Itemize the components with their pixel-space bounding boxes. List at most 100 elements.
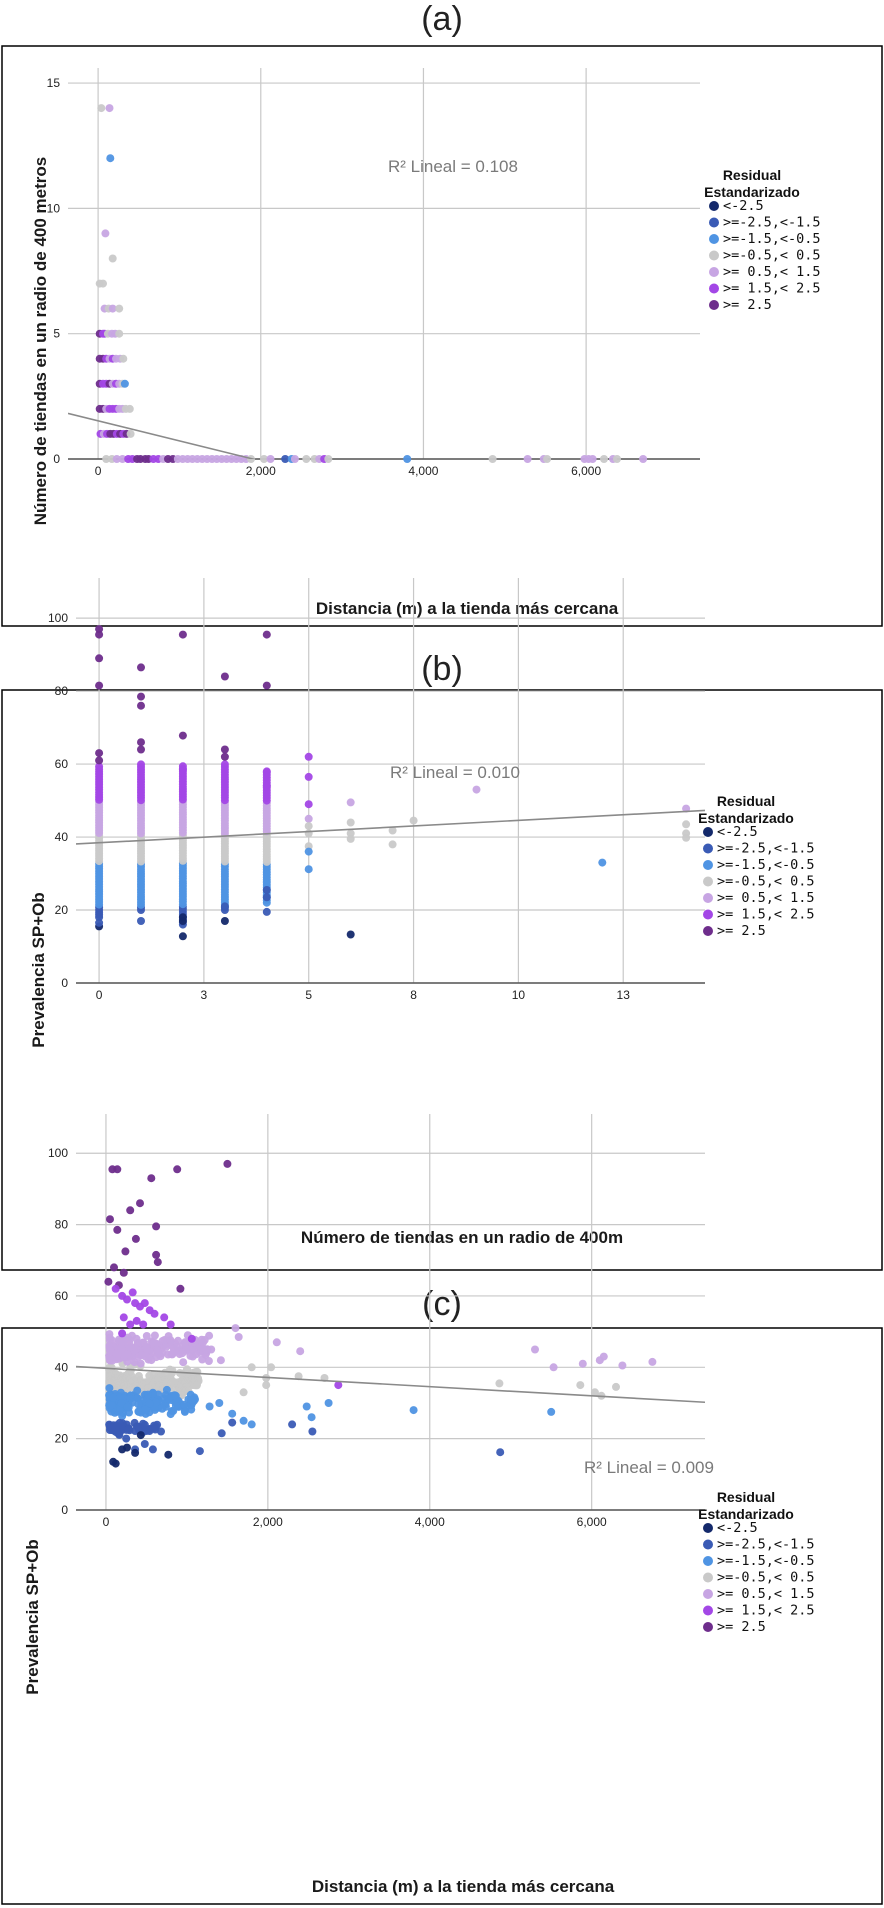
data-point [576,1381,585,1390]
legend-marker [709,300,719,310]
data-points [95,625,691,941]
data-point [304,829,313,838]
data-point [145,1399,154,1408]
data-point [523,455,532,463]
legend-item-label: >=-0.5,< 0.5 [717,1570,815,1586]
data-point [97,104,106,113]
y-axis-title: Prevalencia SP+Ob [29,892,48,1047]
chart-a: 0 2,000 4,000 6,000 0 5 10 15 R² Lineal = 0.108… [31,68,821,618]
data-point [105,1333,114,1342]
data-point [152,1222,161,1231]
x-tick-label: 4,000 [408,464,438,478]
legend-title-line1: Residual [723,167,781,183]
legend-title-line2: Estandarizado [698,1506,794,1522]
legend-marker [703,860,713,870]
data-point [160,1336,169,1344]
data-point [180,1400,188,1409]
data-point [123,1350,132,1359]
data-point [150,1331,159,1340]
legend: Residual Estandarizado <-2.5>=-2.5,<-1.5… [698,793,814,939]
data-point [166,1336,175,1345]
data-point [104,1277,113,1286]
data-point [234,1333,243,1341]
data-point [178,765,187,774]
legend-item-label: >= 1.5,< 2.5 [717,1603,815,1619]
data-point [217,1429,226,1438]
data-point [180,1407,189,1416]
data-point [304,822,313,831]
data-point [133,1386,142,1395]
data-point [137,917,145,925]
data-point [107,1401,116,1410]
y-tick-label: 0 [61,1503,68,1517]
data-point [639,455,648,463]
legend-marker [703,876,713,887]
data-point [147,1174,156,1183]
legend-title-line2: Estandarizado [698,810,794,826]
data-point [262,907,271,916]
data-point [488,455,497,463]
legend-marker [703,1589,713,1599]
data-point [130,1376,139,1385]
data-point [144,1390,152,1399]
legend-marker [703,909,713,920]
x-tick-label: 0 [96,988,103,1002]
y-tick-label: 40 [55,1360,69,1374]
data-point [598,858,607,867]
fit-line [68,412,257,459]
data-point [155,1350,163,1359]
data-point [409,1406,418,1415]
data-point [613,455,621,463]
data-point [118,455,127,463]
legend-marker [703,843,713,854]
data-point [122,1434,131,1443]
legend: Residual Estandarizado <-2.5>=-2.5,<-1.5… [698,1489,814,1635]
data-point [304,772,313,781]
y-tick-label: 20 [55,903,69,917]
data-point [115,1405,124,1414]
data-point [262,630,271,639]
y-tick-label: 5 [53,327,60,341]
y-tick-label: 15 [47,76,61,90]
legend-item-label: >=-1.5,<-0.5 [717,1553,815,1569]
plot-area: 0 2,000 4,000 6,000 0 5 10 15 [47,68,700,478]
data-point [187,1334,196,1343]
data-point [173,1165,182,1174]
data-point [105,1353,114,1362]
data-point [123,1402,132,1411]
data-point [304,865,313,874]
legend-item-label: >= 2.5 [717,1619,766,1635]
y-tick-label: 0 [61,976,68,990]
legend-marker [709,217,719,228]
data-point [113,1349,122,1358]
data-point [239,1388,248,1397]
data-point [131,1448,140,1457]
legend-marker [703,893,713,903]
data-point [193,1380,201,1389]
data-point [134,1407,143,1416]
data-point [170,1391,179,1400]
data-point [307,1413,316,1422]
data-point [140,1440,149,1448]
data-point [137,663,145,672]
data-point [195,1447,204,1456]
data-point [403,455,412,463]
data-point [223,1159,232,1168]
legend-marker [709,234,719,244]
legend-item-label: >= 1.5,< 2.5 [717,907,815,923]
data-point [136,1431,145,1440]
r2-label: R² Lineal = 0.010 [390,763,520,782]
data-point [131,1234,140,1243]
r2-label: R² Lineal = 0.009 [584,1458,714,1477]
data-point [388,840,397,849]
data-point [121,1247,130,1256]
data-point [134,1400,143,1409]
data-point [168,1368,177,1377]
chart-b: 0 3 5 8 10 13 0 20 40 60 80 100 R² Lineal = 0.010 N… [29,578,815,1247]
y-tick-label: 20 [55,1432,69,1446]
data-point [122,1373,131,1382]
data-point [334,1381,343,1390]
data-point [216,1356,225,1365]
panel-c-frame [1,1327,883,1905]
data-point [682,833,691,842]
